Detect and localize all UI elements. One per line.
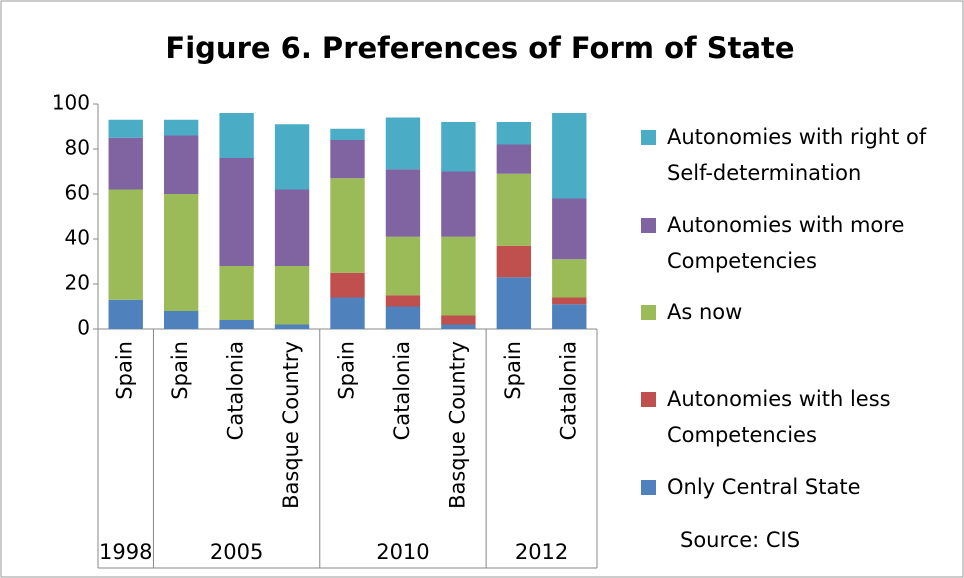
bar-segment — [274, 266, 310, 325]
x-tick-label: Catalonia — [556, 341, 580, 440]
legend-swatch — [641, 305, 656, 320]
y-tick-label: 60 — [65, 181, 90, 205]
legend-item: Autonomies with right of Self-determinat… — [641, 119, 941, 191]
x-group-label: 2005 — [210, 540, 263, 564]
bar-segment — [108, 137, 143, 190]
bar-segment — [552, 113, 587, 199]
x-tick-label: Catalonia — [224, 341, 248, 440]
bar-segment — [219, 158, 254, 266]
bar-segment — [496, 277, 532, 329]
bar-segment — [274, 324, 310, 329]
legend-label: Autonomies with right of Self-determinat… — [667, 125, 927, 185]
legend-label: Autonomies with less Competencies — [667, 387, 891, 447]
bar-segment — [163, 135, 199, 194]
bar-segment — [552, 259, 587, 298]
y-tick-label: 100 — [52, 91, 90, 115]
bar-segment — [385, 169, 421, 237]
bar-segment — [441, 324, 476, 329]
bar-segment — [552, 297, 587, 305]
bar-segment — [330, 178, 365, 273]
x-tick-label: Spain — [168, 341, 192, 400]
bar-segment — [496, 144, 532, 174]
x-tick-label: Spain — [335, 341, 359, 400]
bar-segment — [163, 194, 199, 311]
y-tick-label: 0 — [77, 316, 90, 340]
x-tick-label: Spain — [113, 341, 137, 400]
bar-segment — [552, 198, 587, 260]
bar-segment — [163, 311, 199, 329]
bar-segment — [219, 320, 254, 329]
bar-segment — [496, 122, 532, 145]
x-group-label: 2012 — [515, 540, 568, 564]
annotation: Source: CIS — [680, 528, 800, 552]
y-tick-label: 40 — [65, 226, 90, 250]
x-tick-label: Spain — [501, 341, 525, 400]
bar-segment — [330, 140, 365, 179]
bar-segment — [108, 119, 143, 138]
bar-segment — [441, 315, 476, 325]
legend-item: Autonomies with more Competencies — [641, 207, 941, 279]
legend-label: Only Central State — [667, 475, 861, 499]
legend-swatch — [641, 130, 656, 145]
y-tick-label: 20 — [65, 271, 90, 295]
bar-segment — [330, 297, 365, 329]
bar-segment — [385, 306, 421, 329]
bar-segment — [385, 236, 421, 296]
bar-segment — [274, 189, 310, 266]
bar-segment — [441, 122, 476, 172]
y-tick-label: 80 — [65, 136, 90, 160]
legend-swatch — [641, 480, 656, 495]
chart-title: Figure 6. Preferences of Form of State — [165, 31, 794, 65]
legend-item: Autonomies with less Competencies — [641, 381, 941, 453]
bar-segment — [441, 236, 476, 316]
bar-segment — [108, 299, 143, 329]
bar-segment — [552, 304, 587, 329]
x-group-label: 2010 — [376, 540, 429, 564]
bar-segment — [385, 117, 421, 170]
bar-segment — [108, 189, 143, 300]
legend-label: Autonomies with more Competencies — [667, 213, 905, 273]
legend-item: As now — [641, 294, 941, 330]
bar-segment — [385, 295, 421, 307]
bar-segment — [330, 128, 365, 140]
legend-swatch — [641, 218, 656, 233]
x-group-label: 1998 — [99, 540, 152, 564]
bar-segment — [496, 245, 532, 278]
legend-label: As now — [667, 300, 743, 324]
bar-segment — [441, 171, 476, 237]
bar-segment — [219, 113, 254, 158]
bar-segment — [496, 173, 532, 246]
bar-segment — [219, 266, 254, 320]
x-tick-label: Basque Country — [445, 341, 469, 509]
x-tick-label: Catalonia — [390, 341, 414, 440]
bar-segment — [274, 124, 310, 190]
bar-segment — [330, 272, 365, 298]
legend-swatch — [641, 392, 656, 407]
x-tick-label: Basque Country — [279, 341, 303, 509]
bar-segment — [163, 119, 199, 136]
legend-item: Only Central State — [641, 469, 941, 505]
